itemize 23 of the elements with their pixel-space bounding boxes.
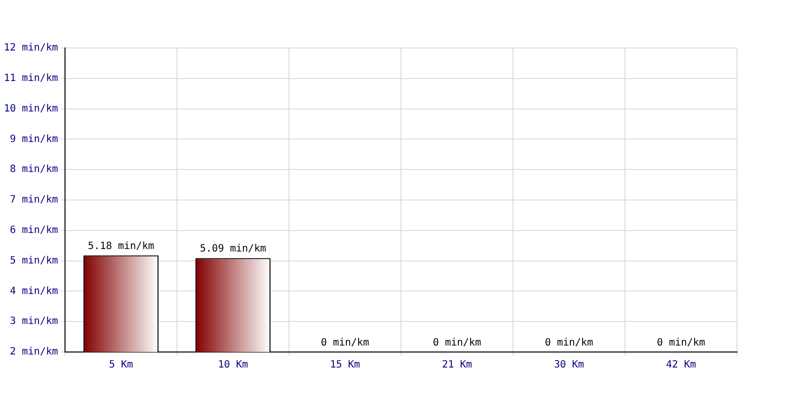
x-tick-label: 21 Km <box>442 360 472 371</box>
y-tick-label: 4 min/km <box>10 286 58 297</box>
y-tick-label: 11 min/km <box>4 72 58 84</box>
data-label: 5.18 min/km <box>88 240 154 252</box>
x-tick-label: 30 Km <box>554 360 584 371</box>
x-tick-label: 15 Km <box>330 360 360 371</box>
y-tick-label: 6 min/km <box>10 224 58 236</box>
y-tick-label: 12 min/km <box>4 42 58 54</box>
y-tick-label: 5 min/km <box>10 255 58 266</box>
data-label: 5.09 min/km <box>200 244 266 255</box>
x-tick-label: 10 Km <box>218 360 248 371</box>
y-tick-label: 9 min/km <box>10 134 58 145</box>
y-tick-label: 8 min/km <box>10 164 58 176</box>
y-tick-label: 2 min/km <box>10 346 58 358</box>
text: 0 min/km <box>432 338 482 349</box>
text: 0 min/km <box>656 338 706 349</box>
text: 0 min/km <box>320 338 370 349</box>
y-tick-label: 3 min/km <box>10 316 58 328</box>
x-tick-label: 5 Km <box>108 360 134 371</box>
x-tick-label: 42 Km <box>666 360 696 371</box>
y-tick-label: 10 min/km <box>4 103 58 114</box>
text: 0 min/km <box>544 338 594 349</box>
y-tick-label: 7 min/km <box>10 194 58 206</box>
